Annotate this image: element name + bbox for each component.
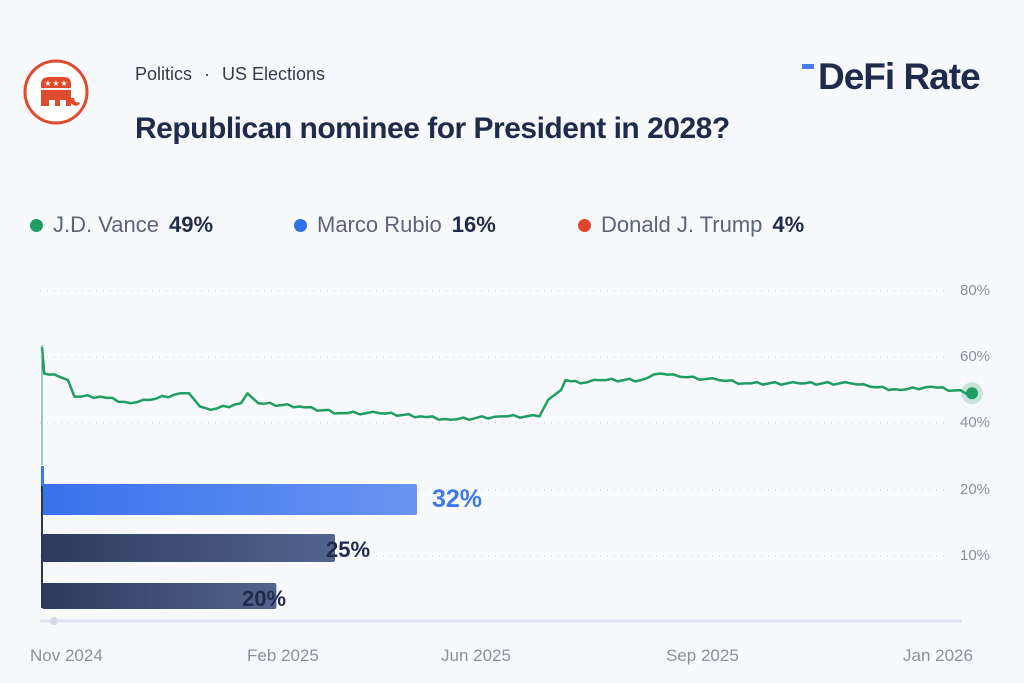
legend-dot xyxy=(294,218,307,232)
breadcrumb: Politics · US Elections xyxy=(135,64,326,84)
y-tick-label: 60% xyxy=(960,348,991,365)
legend-item-vance: J.D. Vance 49% xyxy=(30,212,213,238)
y-tick-label: 40% xyxy=(960,414,991,431)
svg-text:★: ★ xyxy=(52,79,59,88)
bar-2 xyxy=(42,583,277,609)
brand-logo: DeFi Rate xyxy=(818,56,981,97)
page-title: Republican nominee for President in 2028… xyxy=(135,112,730,145)
legend-name: Marco Rubio xyxy=(317,212,442,237)
bar-label: 25% xyxy=(326,537,371,562)
svg-text:★: ★ xyxy=(60,79,67,88)
bar-label: 20% xyxy=(242,586,287,611)
y-tick-label: 10% xyxy=(960,547,991,564)
blue-axis-marker xyxy=(41,466,44,486)
x-axis-scroll-handle[interactable] xyxy=(50,617,58,625)
x-tick-label: Sep 2025 xyxy=(666,646,739,665)
legend-dot xyxy=(578,218,591,232)
y-tick-label: 80% xyxy=(960,282,991,299)
brand-mark-icon xyxy=(802,64,814,69)
legend-value: 16% xyxy=(451,212,496,237)
y-tick-label: 20% xyxy=(960,481,991,498)
x-tick-label: Jan 2026 xyxy=(903,646,973,665)
current-point-marker[interactable] xyxy=(966,387,978,400)
bar-0 xyxy=(42,484,418,515)
svg-text:★: ★ xyxy=(44,79,51,88)
x-tick-label: Jun 2025 xyxy=(441,646,511,665)
breadcrumb-category[interactable]: Politics xyxy=(135,64,193,84)
legend-item-trump: Donald J. Trump 4% xyxy=(578,212,804,238)
legend-name: Donald J. Trump xyxy=(601,212,763,237)
legend-name: J.D. Vance xyxy=(53,212,159,237)
x-tick-label: Feb 2025 xyxy=(247,646,319,665)
legend-value: 49% xyxy=(168,212,214,237)
line-series-vance xyxy=(40,346,973,422)
x-tick-label: Nov 2024 xyxy=(30,646,103,665)
bar-1 xyxy=(42,534,335,562)
legend-value: 4% xyxy=(772,212,805,237)
bar-label: 32% xyxy=(432,485,483,513)
republican-elephant-icon: ★ ★ ★ xyxy=(23,59,89,125)
breadcrumb-subcategory[interactable]: US Elections xyxy=(222,64,326,84)
legend-dot xyxy=(30,218,43,232)
legend-item-rubio: Marco Rubio 16% xyxy=(294,212,496,238)
